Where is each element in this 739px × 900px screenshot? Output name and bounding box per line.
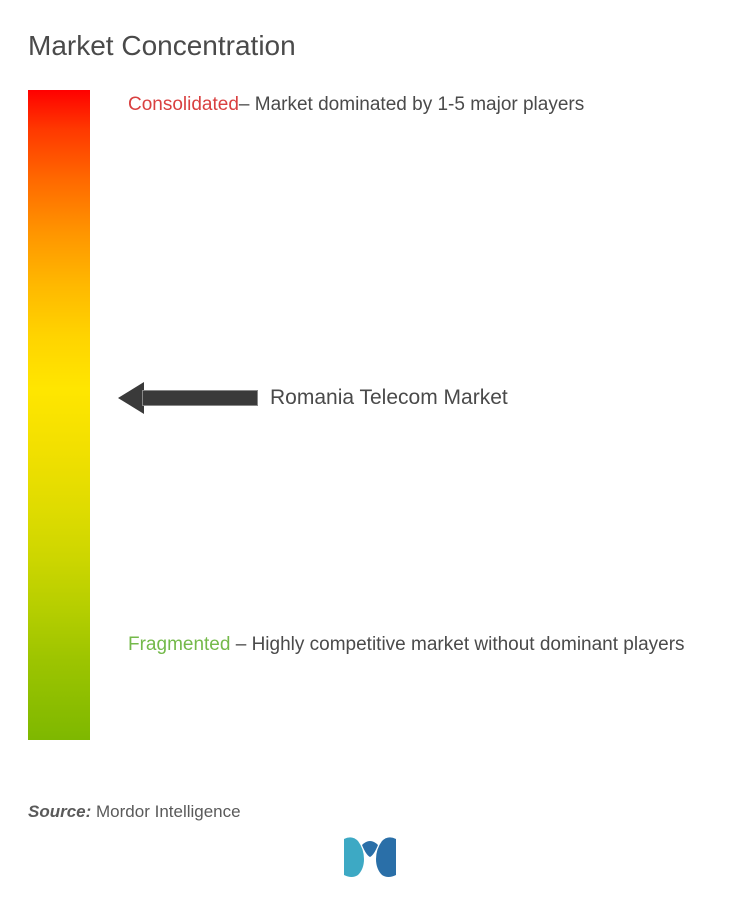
consolidated-term: Consolidated [128, 94, 239, 115]
arrow-left-icon [118, 382, 258, 414]
page-title: Market Concentration [28, 30, 711, 62]
market-name: Romania Telecom Market [270, 386, 508, 410]
source-line: Source: Mordor Intelligence [28, 802, 241, 822]
consolidated-desc: – Market dominated by 1-5 major players [239, 94, 584, 115]
concentration-gradient-bar [28, 90, 90, 740]
source-value: Mordor Intelligence [91, 802, 240, 821]
fragmented-term: Fragmented [128, 634, 230, 655]
market-marker: Romania Telecom Market [118, 382, 508, 414]
source-label: Source: [28, 802, 91, 821]
content-column: Consolidated– Market dominated by 1-5 ma… [90, 90, 711, 750]
fragmented-label: Fragmented – Highly competitive market w… [128, 630, 701, 660]
main-area: Consolidated– Market dominated by 1-5 ma… [28, 90, 711, 750]
fragmented-desc: – Highly competitive market without domi… [230, 634, 684, 655]
consolidated-label: Consolidated– Market dominated by 1-5 ma… [128, 92, 711, 119]
mordor-logo-icon [338, 835, 402, 882]
